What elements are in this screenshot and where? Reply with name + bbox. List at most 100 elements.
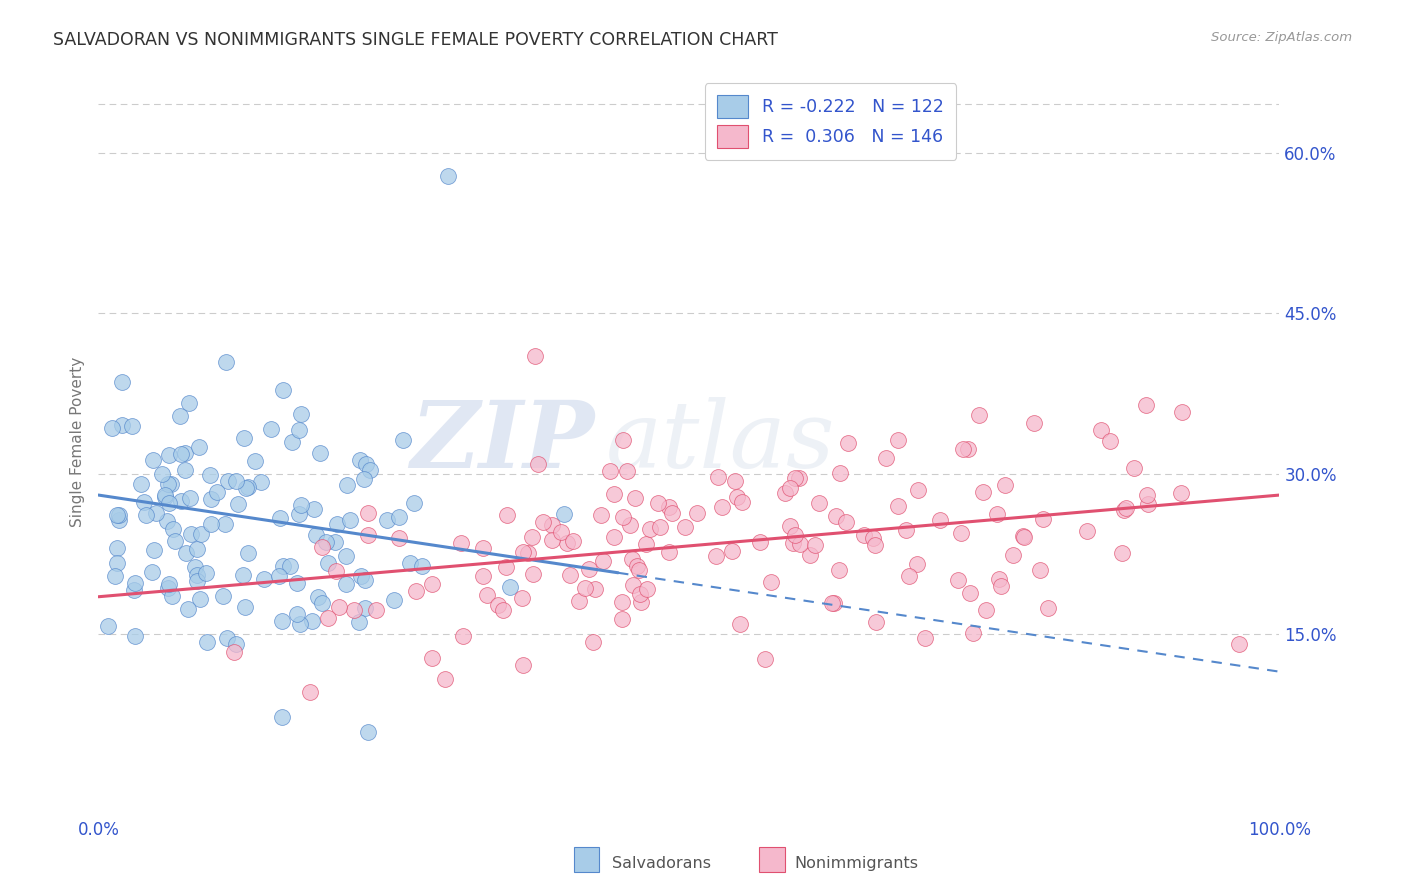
Point (108, 513, 131, 527)
Point (1099, 434, 1122, 448)
Point (946, 573, 969, 587)
Point (658, 545, 681, 559)
Point (724, 474, 747, 488)
Point (950, 525, 973, 540)
Point (875, 451, 897, 466)
Point (325, 564, 347, 578)
Point (603, 487, 626, 501)
Point (807, 495, 830, 509)
Point (160, 477, 183, 491)
Point (214, 516, 236, 531)
Point (728, 616, 751, 631)
Point (527, 457, 550, 471)
Point (236, 546, 259, 560)
Point (179, 491, 201, 505)
Point (472, 541, 495, 555)
Point (619, 518, 641, 533)
Point (1031, 512, 1053, 526)
Point (188, 592, 211, 607)
Point (111, 375, 134, 389)
Point (962, 626, 984, 640)
Point (305, 528, 328, 542)
Point (759, 574, 782, 589)
Point (914, 631, 936, 645)
Point (853, 528, 876, 542)
Point (603, 530, 626, 544)
Point (188, 440, 211, 454)
Point (111, 417, 134, 432)
Point (1170, 405, 1192, 419)
Point (160, 590, 183, 604)
Point (754, 652, 776, 666)
Point (307, 590, 329, 604)
Point (290, 407, 312, 421)
Point (986, 507, 1008, 521)
Point (616, 464, 638, 478)
Point (475, 588, 498, 602)
Point (862, 531, 884, 545)
Legend: R = -0.222   N = 122, R =  0.306   N = 146: R = -0.222 N = 122, R = 0.306 N = 146 (704, 83, 956, 160)
Point (398, 557, 420, 571)
Point (142, 453, 165, 467)
Point (1123, 460, 1146, 475)
Point (349, 452, 371, 467)
Point (124, 575, 146, 590)
Point (335, 577, 357, 591)
Point (142, 542, 165, 557)
Point (789, 537, 811, 551)
Point (711, 500, 734, 514)
Point (620, 552, 643, 566)
Point (156, 515, 179, 529)
Point (309, 446, 332, 460)
Point (104, 569, 127, 583)
Point (311, 596, 333, 610)
Point (496, 508, 519, 523)
Point (134, 494, 156, 508)
Point (647, 496, 669, 510)
Point (657, 500, 679, 515)
Text: SALVADORAN VS NONIMMIGRANTS SINGLE FEMALE POVERTY CORRELATION CHART: SALVADORAN VS NONIMMIGRANTS SINGLE FEMAL… (53, 31, 779, 49)
Point (599, 464, 621, 478)
Point (610, 594, 633, 608)
Point (271, 558, 294, 573)
Point (495, 560, 517, 574)
Point (907, 557, 929, 571)
Point (157, 496, 180, 510)
Point (226, 497, 249, 511)
Point (621, 578, 644, 592)
Point (97, 619, 120, 633)
Point (353, 472, 375, 486)
Point (107, 508, 129, 523)
Point (354, 457, 377, 471)
Point (353, 573, 375, 587)
Text: ZIP: ZIP (411, 397, 595, 486)
Point (865, 615, 887, 630)
Point (207, 485, 229, 500)
Point (217, 474, 239, 488)
Point (124, 629, 146, 643)
Point (779, 519, 801, 533)
Point (122, 582, 145, 597)
Point (568, 593, 591, 607)
Point (1136, 497, 1159, 511)
Point (391, 433, 413, 447)
Point (253, 572, 276, 586)
Point (779, 481, 801, 495)
Point (560, 568, 582, 582)
Point (186, 568, 208, 582)
Point (929, 513, 952, 527)
Point (520, 530, 543, 544)
Point (612, 612, 634, 626)
Point (686, 506, 709, 520)
Point (612, 434, 634, 448)
Point (163, 533, 186, 548)
Point (972, 484, 994, 499)
Point (450, 535, 472, 549)
Point (108, 508, 131, 522)
Point (302, 502, 325, 516)
Point (157, 448, 180, 462)
Point (887, 433, 910, 447)
Point (335, 549, 357, 563)
Point (225, 637, 247, 651)
Point (336, 478, 359, 492)
